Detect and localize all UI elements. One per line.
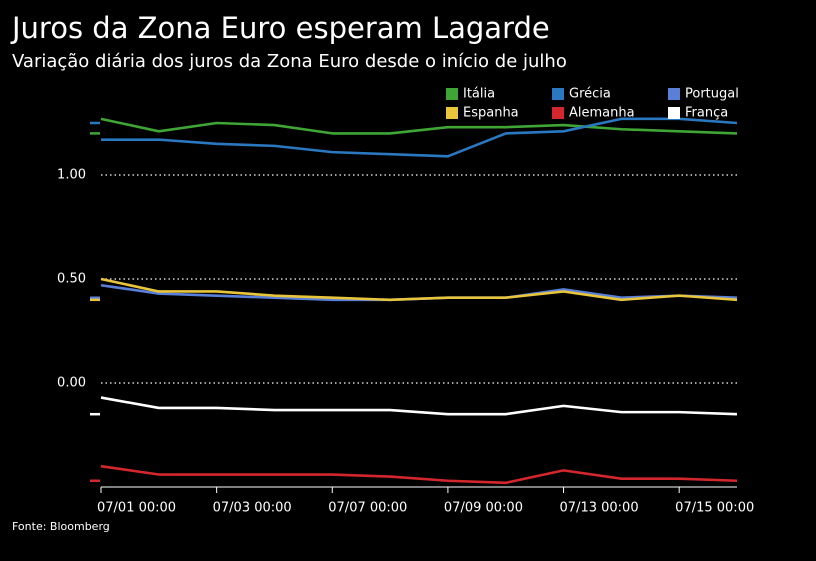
- legend-swatch: [668, 88, 680, 100]
- legend-swatch: [552, 107, 564, 119]
- legend-label: França: [685, 106, 728, 121]
- legend-swatch: [552, 88, 564, 100]
- chart-subtitle: Variação diária dos juros da Zona Euro d…: [12, 51, 567, 72]
- x-tick-label: 07/13 00:00: [560, 501, 639, 516]
- x-tick-label: 07/09 00:00: [444, 501, 523, 516]
- legend-swatch: [446, 107, 458, 119]
- line: [100, 277, 738, 302]
- legend-label: Grécia: [569, 87, 611, 102]
- source: Fonte: Bloomberg: [12, 520, 110, 533]
- legend-label: Portugal: [685, 87, 739, 102]
- x-tick-label: 07/01 00:00: [97, 501, 176, 516]
- y-tick-label: 0.50: [57, 272, 86, 287]
- line: [100, 464, 738, 485]
- legend-swatch: [446, 88, 458, 100]
- legend-label: Itália: [463, 87, 495, 102]
- legend-swatch: [668, 107, 680, 119]
- line: [100, 117, 738, 135]
- legend-label: Alemanha: [569, 106, 635, 121]
- chart-title: Juros da Zona Euro esperam Lagarde: [10, 11, 550, 45]
- x-tick-label: 07/15 00:00: [675, 501, 754, 516]
- line: [100, 396, 738, 416]
- y-tick-label: 1.00: [57, 168, 86, 183]
- x-tick-label: 07/07 00:00: [328, 501, 407, 516]
- x-tick-label: 07/03 00:00: [213, 501, 292, 516]
- legend-label: Espanha: [463, 106, 519, 121]
- y-tick-label: 0.00: [57, 376, 86, 391]
- line: [101, 117, 738, 158]
